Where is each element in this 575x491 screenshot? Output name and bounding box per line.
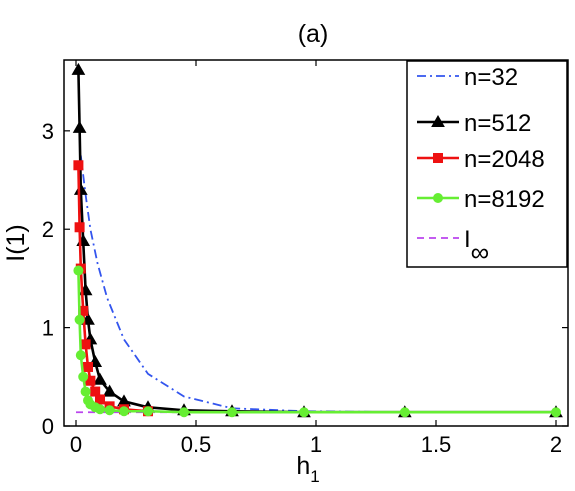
legend-label-text: n=2048 xyxy=(464,146,545,173)
legend-entry: n=512 xyxy=(417,110,531,137)
series-layer xyxy=(71,62,563,418)
chart-title: (a) xyxy=(298,20,329,48)
legend-label: n=32 xyxy=(464,64,518,91)
legend-swatch-marker xyxy=(431,114,445,127)
x-axis-label-main: h xyxy=(296,452,310,480)
x-tick-label: 0 xyxy=(70,432,82,457)
data-point xyxy=(95,404,105,415)
data-point xyxy=(80,386,91,397)
data-point xyxy=(179,407,189,418)
legend-entry: n=32 xyxy=(417,64,518,91)
x-tick-label: 0.5 xyxy=(181,432,212,457)
y-tick-label: 1 xyxy=(42,316,54,341)
data-point xyxy=(73,160,84,171)
data-point xyxy=(399,407,410,418)
x-tick-label: 1 xyxy=(310,432,322,457)
data-point xyxy=(93,372,107,385)
legend-label-text: n=8192 xyxy=(464,186,545,213)
y-tick-label: 0 xyxy=(42,414,54,439)
x-tick-label: 2 xyxy=(550,432,562,457)
legend-label: n=2048 xyxy=(464,146,545,173)
data-point xyxy=(80,339,91,350)
legend-label-text: I xyxy=(464,226,471,253)
data-point xyxy=(551,407,561,418)
legend-swatch-marker xyxy=(433,153,443,163)
y-tick-label: 2 xyxy=(42,217,54,242)
data-point xyxy=(78,371,89,382)
data-point xyxy=(71,62,86,75)
data-point xyxy=(299,407,309,418)
data-point xyxy=(72,120,87,133)
data-point xyxy=(75,350,86,361)
y-tick-label: 3 xyxy=(42,119,54,144)
data-point xyxy=(119,406,129,417)
series-4 xyxy=(73,265,561,418)
legend-entry: n=2048 xyxy=(417,146,545,173)
legend-entry: n=8192 xyxy=(417,186,545,213)
legend-label: I∞ xyxy=(464,226,489,267)
legend-swatch-marker xyxy=(433,193,443,203)
x-axis-label: h1 xyxy=(296,452,319,486)
legend-label-text: n=512 xyxy=(464,110,531,137)
y-axis-label: I(1) xyxy=(2,224,30,262)
legend-label-subscript: ∞ xyxy=(471,237,490,267)
data-point xyxy=(74,314,85,325)
x-axis-label-subscript: 1 xyxy=(310,467,319,486)
legend-entry: I∞ xyxy=(417,226,489,267)
data-point xyxy=(73,265,84,276)
legend-label: n=512 xyxy=(464,110,531,137)
legend-box xyxy=(406,60,568,268)
data-point xyxy=(74,222,85,233)
data-point xyxy=(104,405,115,416)
data-point xyxy=(143,406,153,417)
legend: n=32 n=512 n=2048 n=8192 I∞ xyxy=(406,60,568,268)
legend-label-text: n=32 xyxy=(464,64,518,91)
legend-label: n=8192 xyxy=(464,186,545,213)
data-point xyxy=(95,394,105,405)
data-point xyxy=(102,384,117,397)
data-point xyxy=(83,361,93,372)
x-tick-label: 1.5 xyxy=(421,432,452,457)
data-point xyxy=(227,407,237,418)
